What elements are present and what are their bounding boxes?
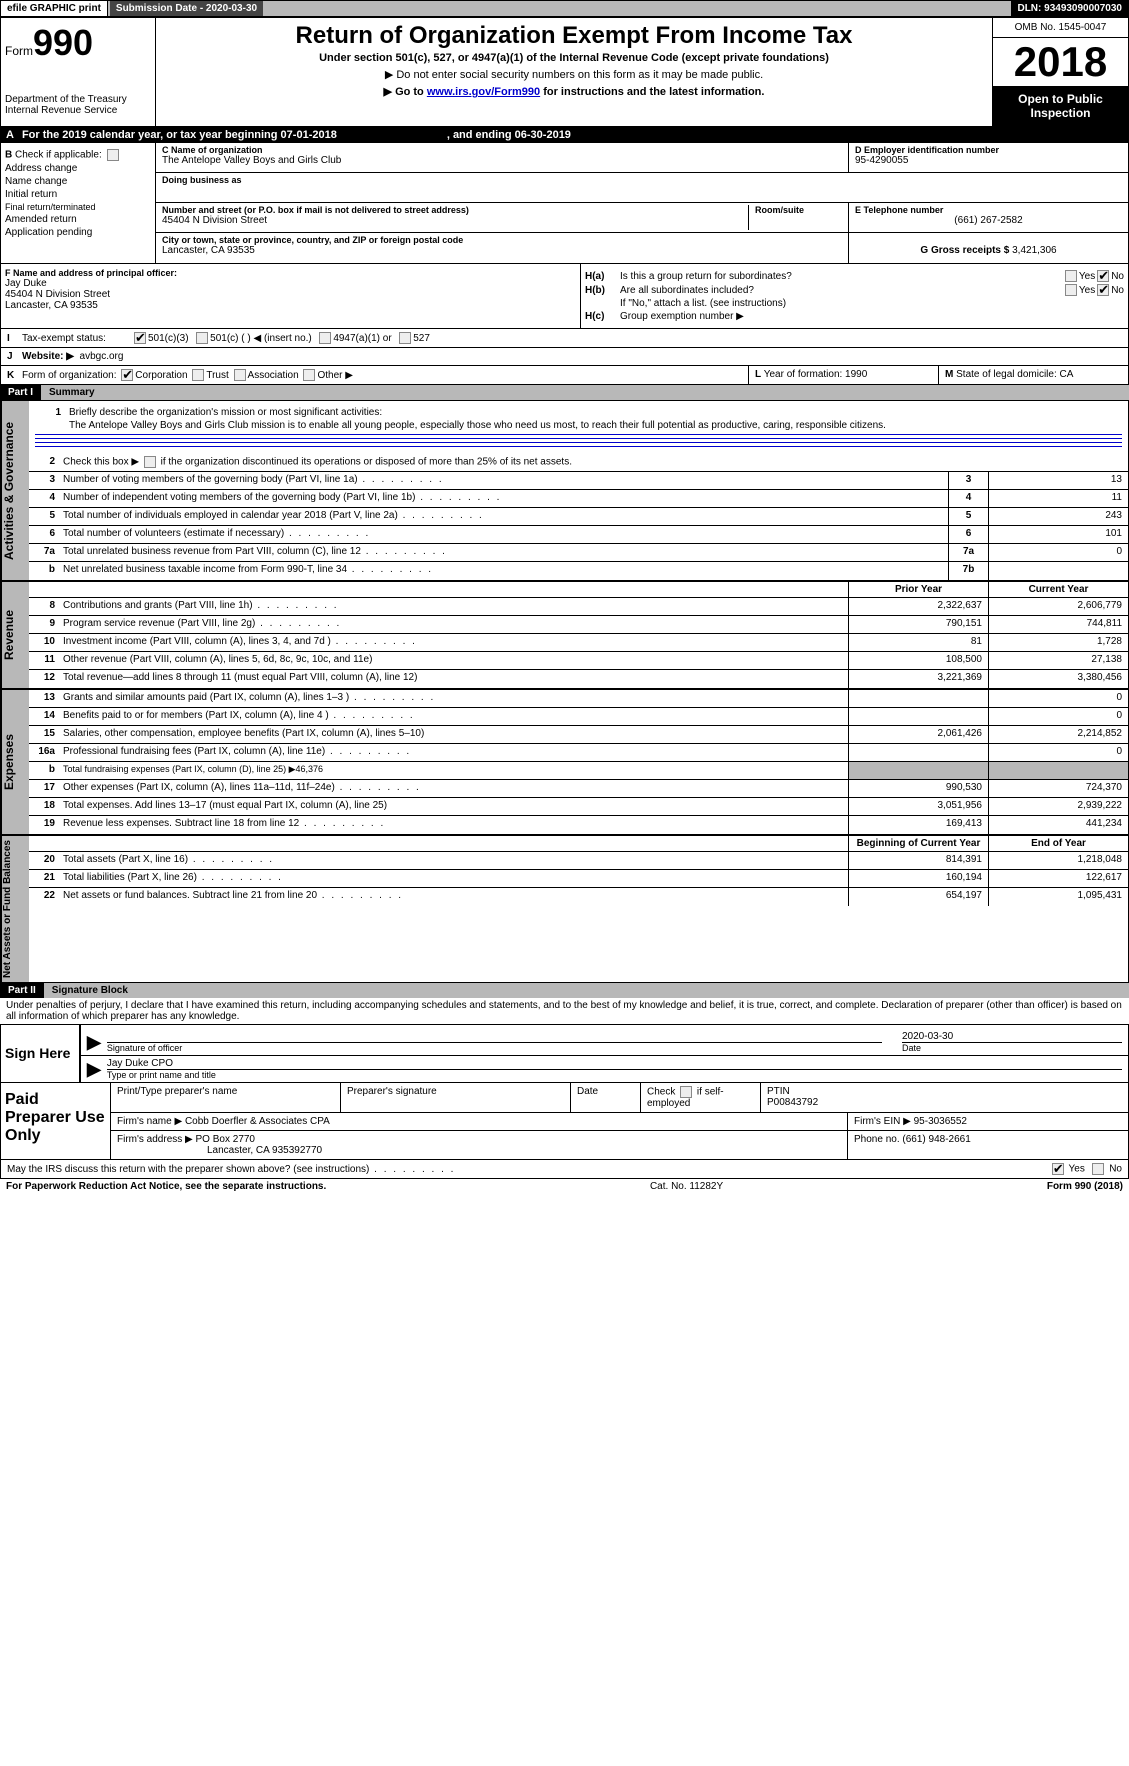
sign-here-label: Sign Here <box>1 1025 81 1082</box>
arrow-icon: ▶ <box>87 1032 101 1053</box>
top-bar: efile GRAPHIC print Submission Date - 20… <box>0 0 1129 17</box>
officer-street: 45404 N Division Street <box>5 289 576 300</box>
vtab-netassets: Net Assets or Fund Balances <box>1 836 29 982</box>
omb-number: OMB No. 1545-0047 <box>993 18 1128 38</box>
firm-ein: 95-3036552 <box>914 1116 967 1127</box>
vtab-revenue: Revenue <box>1 582 29 688</box>
d-label: D Employer identification number <box>855 145 1122 155</box>
form-header: Form990 Department of the Treasury Inter… <box>0 17 1129 127</box>
discuss-no[interactable] <box>1092 1163 1104 1175</box>
l6-val: 101 <box>988 526 1128 543</box>
discuss-text: May the IRS discuss this return with the… <box>7 1164 455 1175</box>
l7b-val <box>988 562 1128 580</box>
self-employed-check[interactable] <box>680 1086 692 1098</box>
dba-label: Doing business as <box>162 175 848 185</box>
form-subtitle1: Under section 501(c), 527, or 4947(a)(1)… <box>160 52 988 64</box>
firm-phone: (661) 948-2661 <box>902 1134 970 1145</box>
e-label: E Telephone number <box>855 205 1122 215</box>
officer-sig-name: Jay Duke CPO <box>107 1058 1122 1070</box>
sig-date: 2020-03-30 <box>902 1031 1122 1042</box>
col-current: Current Year <box>988 582 1128 597</box>
ha-no[interactable] <box>1097 270 1109 282</box>
open-inspection: Open to Public Inspection <box>993 86 1128 126</box>
ha-yes[interactable] <box>1065 270 1077 282</box>
footer-left: For Paperwork Reduction Act Notice, see … <box>6 1181 326 1192</box>
hb-no[interactable] <box>1097 284 1109 296</box>
527-check[interactable] <box>399 332 411 344</box>
phone-value: (661) 267-2582 <box>855 215 1122 226</box>
part1-bar: Part I <box>0 385 41 400</box>
officer-name: Jay Duke <box>5 278 576 289</box>
row-a: A For the 2019 calendar year, or tax yea… <box>0 127 1129 143</box>
dln-label: DLN: 93493090007030 <box>1011 1 1128 16</box>
checkbox-applicable[interactable] <box>107 149 119 161</box>
c-label: C Name of organization <box>162 145 848 155</box>
form-title: Return of Organization Exempt From Incom… <box>160 22 988 50</box>
form-word: Form <box>5 44 33 58</box>
street-value: 45404 N Division Street <box>162 215 748 226</box>
assoc-check[interactable] <box>234 369 246 381</box>
form-number: 990 <box>33 22 93 63</box>
ein-value: 95-4290055 <box>855 155 1122 166</box>
part2-bar: Part II <box>0 983 44 998</box>
501c3-check[interactable] <box>134 332 146 344</box>
ptin-val: P00843792 <box>767 1097 818 1108</box>
website-value: avbgc.org <box>80 351 124 362</box>
col-boy: Beginning of Current Year <box>848 836 988 851</box>
discuss-yes[interactable] <box>1052 1163 1064 1175</box>
penalty-text: Under penalties of perjury, I declare th… <box>0 998 1129 1024</box>
part2-title: Signature Block <box>44 983 1129 998</box>
city-value: Lancaster, CA 93535 <box>162 245 848 256</box>
l5-val: 243 <box>988 508 1128 525</box>
trust-check[interactable] <box>192 369 204 381</box>
org-name: The Antelope Valley Boys and Girls Club <box>162 155 848 166</box>
firm-addr: PO Box 2770 <box>196 1134 255 1145</box>
paid-preparer-label: Paid Preparer Use Only <box>1 1083 111 1159</box>
hb-yes[interactable] <box>1065 284 1077 296</box>
l2-check[interactable] <box>144 456 156 468</box>
l4-val: 11 <box>988 490 1128 507</box>
l3-val: 13 <box>988 472 1128 489</box>
irs-link[interactable]: www.irs.gov/Form990 <box>427 86 540 98</box>
g-label: G Gross receipts $ <box>920 245 1009 256</box>
tax-year: 2018 <box>993 38 1128 86</box>
gross-receipts: 3,421,306 <box>1012 245 1057 256</box>
col-prior: Prior Year <box>848 582 988 597</box>
vtab-governance: Activities & Governance <box>1 401 29 580</box>
501c-check[interactable] <box>196 332 208 344</box>
arrow-icon: ▶ <box>87 1059 101 1080</box>
other-check[interactable] <box>303 369 315 381</box>
firm-name: Cobb Doerfler & Associates CPA <box>185 1116 330 1127</box>
l7a-val: 0 <box>988 544 1128 561</box>
part1-title: Summary <box>41 385 1129 400</box>
corp-check[interactable] <box>121 369 133 381</box>
vtab-expenses: Expenses <box>1 690 29 834</box>
form-subtitle2: ▶ Do not enter social security numbers o… <box>160 68 988 81</box>
4947-check[interactable] <box>319 332 331 344</box>
form-subtitle3: ▶ Go to www.irs.gov/Form990 for instruct… <box>160 85 988 98</box>
col-b-checkboxes: B Check if applicable: Address change Na… <box>1 143 156 263</box>
footer-right: Form 990 (2018) <box>1047 1181 1123 1192</box>
col-eoy: End of Year <box>988 836 1128 851</box>
efile-label: efile GRAPHIC print <box>1 1 108 16</box>
officer-city: Lancaster, CA 93535 <box>5 300 576 311</box>
submission-date: Submission Date - 2020-03-30 <box>110 1 263 16</box>
footer-mid: Cat. No. 11282Y <box>650 1181 723 1192</box>
mission-text: The Antelope Valley Boys and Girls Club … <box>35 420 1122 431</box>
dept-label: Department of the Treasury Internal Reve… <box>5 94 151 116</box>
f-label: F Name and address of principal officer: <box>5 268 576 278</box>
